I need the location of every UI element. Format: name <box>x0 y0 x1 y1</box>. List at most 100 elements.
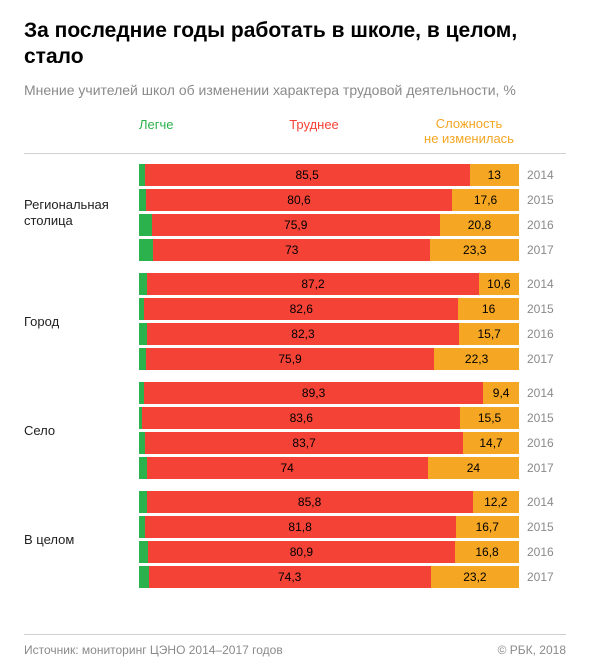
bars-column: 85,513 2014 80,617,6 2015 75,920,82016 7323,3… <box>139 164 566 261</box>
year-label: 2016 <box>527 545 557 559</box>
segment-same: 10,6 <box>479 273 519 295</box>
year-label: 2015 <box>527 520 557 534</box>
year-label: 2016 <box>527 327 557 341</box>
year-label: 2014 <box>527 386 557 400</box>
bar-row: 82,616 2015 <box>139 298 566 320</box>
bars-column: 89,39,4201483,615,5201583,714,7201674242… <box>139 382 566 479</box>
segment-same: 17,6 <box>452 189 519 211</box>
segment-harder: 75,9 <box>146 348 434 370</box>
segment-same: 23,3 <box>430 239 519 261</box>
stacked-bar: 85,812,2 <box>139 491 519 513</box>
segment-same: 15,7 <box>459 323 519 345</box>
stacked-bar: 7424 <box>139 457 519 479</box>
chart-title: За последние годы работать в школе, в це… <box>24 18 566 71</box>
segment-same: 16,8 <box>455 541 519 563</box>
stacked-bar: 89,39,4 <box>139 382 519 404</box>
legend-same: Сложностьне изменилась <box>419 117 519 147</box>
bar-row: 82,315,7 2016 <box>139 323 566 345</box>
segment-easier <box>139 541 148 563</box>
segment-harder: 80,9 <box>148 541 455 563</box>
bar-row: 87,210,6 2014 <box>139 273 566 295</box>
bar-row: 74,323,2 2017 <box>139 566 566 588</box>
segment-easier <box>139 214 152 236</box>
group-label: Город <box>24 273 139 370</box>
year-label: 2017 <box>527 352 557 366</box>
group-label: Региональная столица <box>24 164 139 261</box>
segment-harder: 74,3 <box>149 566 431 588</box>
segment-same: 14,7 <box>463 432 519 454</box>
segment-harder: 81,8 <box>145 516 456 538</box>
segment-harder: 85,5 <box>145 164 470 186</box>
bar-row: 83,615,52015 <box>139 407 566 429</box>
segment-harder: 83,7 <box>145 432 463 454</box>
segment-harder: 74 <box>147 457 428 479</box>
legend-easier: Легче <box>139 117 209 147</box>
chart-group: Село89,39,4 2014 83,615,52015 83,714,72016 7… <box>24 382 566 479</box>
segment-harder: 87,2 <box>147 273 478 295</box>
bar-row: 81,816,7 2015 <box>139 516 566 538</box>
source-text: Источник: мониторинг ЦЭНО 2014–2017 годо… <box>24 643 283 657</box>
bar-row: 75,922,3 2017 <box>139 348 566 370</box>
bar-row: 80,617,6 2015 <box>139 189 566 211</box>
stacked-bar: 85,513 <box>139 164 519 186</box>
legend: Легче Труднее Сложностьне изменилась <box>139 117 566 147</box>
segment-easier <box>139 491 147 513</box>
segment-harder: 80,6 <box>146 189 452 211</box>
segment-harder: 82,3 <box>147 323 460 345</box>
bar-row: 85,812,2 2014 <box>139 491 566 513</box>
segment-harder: 75,9 <box>152 214 440 236</box>
stacked-bar: 7323,3 <box>139 239 519 261</box>
bar-row: 83,714,72016 <box>139 432 566 454</box>
segment-easier <box>139 273 147 295</box>
stacked-bar: 87,210,6 <box>139 273 519 295</box>
bar-row: 7424 2017 <box>139 457 566 479</box>
legend-harder: Труднее <box>209 117 419 147</box>
segment-same: 13 <box>470 164 519 186</box>
stacked-bar: 75,920,8 <box>139 214 519 236</box>
stacked-bar: 75,922,3 <box>139 348 519 370</box>
chart-subtitle: Мнение учителей школ об изменении характ… <box>24 81 566 100</box>
stacked-bar: 80,916,8 <box>139 541 519 563</box>
bar-row: 80,916,8 2016 <box>139 541 566 563</box>
chart-group: Региональная столица85,513201480,617,620… <box>24 164 566 261</box>
year-label: 2015 <box>527 302 557 316</box>
chart-group: Город87,210,6201482,616201582,315,720167… <box>24 273 566 370</box>
year-label: 2014 <box>527 495 557 509</box>
segment-same: 20,8 <box>440 214 519 236</box>
segment-easier <box>139 566 149 588</box>
bar-row: 85,513 2014 <box>139 164 566 186</box>
bar-row: 75,920,82016 <box>139 214 566 236</box>
segment-harder: 89,3 <box>144 382 483 404</box>
group-label: Село <box>24 382 139 479</box>
stacked-bar: 80,617,6 <box>139 189 519 211</box>
stacked-bar: 82,616 <box>139 298 519 320</box>
segment-easier <box>139 348 146 370</box>
stacked-bar: 81,816,7 <box>139 516 519 538</box>
copyright-text: © РБК, 2018 <box>498 643 566 657</box>
year-label: 2017 <box>527 461 557 475</box>
stacked-bar: 83,714,7 <box>139 432 519 454</box>
year-label: 2015 <box>527 193 557 207</box>
year-label: 2017 <box>527 570 557 584</box>
bar-row: 7323,3 2017 <box>139 239 566 261</box>
segment-harder: 83,6 <box>142 407 460 429</box>
group-label: В целом <box>24 491 139 588</box>
year-label: 2014 <box>527 277 557 291</box>
chart-area: Региональная столица85,513201480,617,620… <box>24 153 566 588</box>
bar-row: 89,39,4 2014 <box>139 382 566 404</box>
year-label: 2017 <box>527 243 557 257</box>
segment-same: 16,7 <box>456 516 519 538</box>
segment-harder: 82,6 <box>144 298 458 320</box>
segment-same: 16 <box>458 298 519 320</box>
segment-same: 22,3 <box>434 348 519 370</box>
segment-harder: 73 <box>153 239 430 261</box>
year-label: 2014 <box>527 168 557 182</box>
stacked-bar: 74,323,2 <box>139 566 519 588</box>
bars-column: 85,812,2 2014 81,816,7 2015 80,916,8 2016 74,3… <box>139 491 566 588</box>
segment-same: 24 <box>428 457 519 479</box>
stacked-bar: 82,315,7 <box>139 323 519 345</box>
segment-easier <box>139 189 146 211</box>
chart-group: В целом85,812,2 2014 81,816,7 2015 80,916,8 2… <box>24 491 566 588</box>
segment-harder: 85,8 <box>147 491 473 513</box>
stacked-bar: 83,615,5 <box>139 407 519 429</box>
